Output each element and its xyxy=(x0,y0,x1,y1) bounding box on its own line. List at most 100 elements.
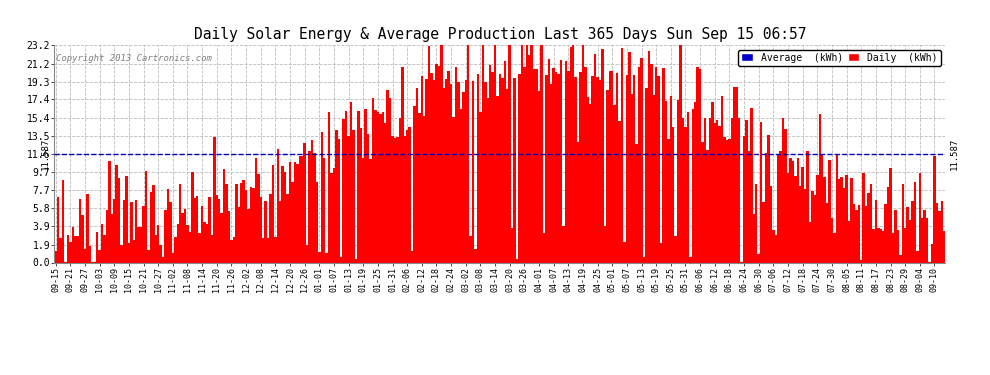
Bar xyxy=(211,236,213,262)
Bar xyxy=(294,162,296,262)
Bar xyxy=(594,54,596,262)
Bar xyxy=(824,177,826,262)
Bar xyxy=(438,66,441,262)
Bar xyxy=(679,45,682,262)
Bar xyxy=(567,71,569,262)
Bar xyxy=(533,69,536,262)
Bar xyxy=(719,126,721,262)
Bar xyxy=(554,72,557,262)
Bar xyxy=(902,184,904,262)
Bar xyxy=(921,218,924,262)
Bar xyxy=(166,189,169,262)
Bar xyxy=(669,96,672,262)
Bar xyxy=(870,184,872,262)
Bar xyxy=(879,229,882,262)
Bar xyxy=(291,182,294,262)
Text: 11.587: 11.587 xyxy=(41,138,50,170)
Bar xyxy=(694,102,696,262)
Bar xyxy=(336,130,338,262)
Bar xyxy=(301,156,304,262)
Bar xyxy=(121,245,123,262)
Bar xyxy=(667,139,669,262)
Bar xyxy=(582,45,584,262)
Bar xyxy=(940,201,943,262)
Bar xyxy=(118,178,121,262)
Bar xyxy=(633,75,636,262)
Bar xyxy=(872,229,874,262)
Bar xyxy=(436,64,438,262)
Bar xyxy=(264,201,267,262)
Bar xyxy=(852,204,855,262)
Bar xyxy=(359,128,362,262)
Bar xyxy=(389,99,391,262)
Bar xyxy=(657,76,660,262)
Bar xyxy=(677,100,679,262)
Bar xyxy=(528,56,531,262)
Bar xyxy=(841,177,842,262)
Bar xyxy=(621,48,624,262)
Bar xyxy=(750,108,752,262)
Bar xyxy=(374,110,376,262)
Bar xyxy=(176,224,179,262)
Bar xyxy=(362,158,364,262)
Bar xyxy=(611,71,614,262)
Bar xyxy=(286,194,289,262)
Bar xyxy=(381,112,384,262)
Bar xyxy=(606,90,609,262)
Bar xyxy=(591,76,594,262)
Bar xyxy=(111,214,113,262)
Bar xyxy=(569,47,572,262)
Bar xyxy=(887,187,889,262)
Bar xyxy=(394,138,396,262)
Bar xyxy=(386,90,389,262)
Bar xyxy=(308,151,311,262)
Bar xyxy=(231,240,233,262)
Bar xyxy=(469,236,472,262)
Bar xyxy=(208,197,211,262)
Bar xyxy=(71,227,74,262)
Bar xyxy=(306,245,308,262)
Bar xyxy=(701,142,704,262)
Bar xyxy=(384,123,386,262)
Bar xyxy=(559,60,562,262)
Bar xyxy=(855,210,857,262)
Bar xyxy=(106,210,108,262)
Legend: Average  (kWh), Daily  (kWh): Average (kWh), Daily (kWh) xyxy=(739,50,940,66)
Bar xyxy=(399,118,401,262)
Bar xyxy=(518,74,521,262)
Bar xyxy=(645,88,647,262)
Bar xyxy=(765,153,767,262)
Bar xyxy=(313,153,316,262)
Bar xyxy=(889,168,892,262)
Bar xyxy=(850,178,852,262)
Bar xyxy=(752,214,755,262)
Bar xyxy=(154,236,157,262)
Bar xyxy=(547,59,550,262)
Bar xyxy=(279,201,281,262)
Bar xyxy=(897,230,899,262)
Bar xyxy=(441,45,443,262)
Bar xyxy=(892,233,894,262)
Bar xyxy=(647,51,650,262)
Bar xyxy=(108,161,111,262)
Bar xyxy=(706,150,709,262)
Bar xyxy=(689,257,692,262)
Bar xyxy=(867,193,870,262)
Bar xyxy=(767,135,769,262)
Bar xyxy=(760,122,762,262)
Text: 11.587: 11.587 xyxy=(949,138,959,170)
Bar xyxy=(376,112,379,262)
Bar xyxy=(116,165,118,262)
Bar xyxy=(523,68,526,262)
Bar xyxy=(238,207,240,262)
Bar xyxy=(787,172,789,262)
Bar xyxy=(894,210,897,262)
Bar xyxy=(934,156,936,262)
Bar xyxy=(396,137,399,262)
Bar xyxy=(936,202,939,262)
Bar xyxy=(459,109,462,262)
Bar xyxy=(140,227,143,262)
Bar xyxy=(847,221,850,262)
Bar xyxy=(839,179,841,262)
Bar xyxy=(423,116,426,262)
